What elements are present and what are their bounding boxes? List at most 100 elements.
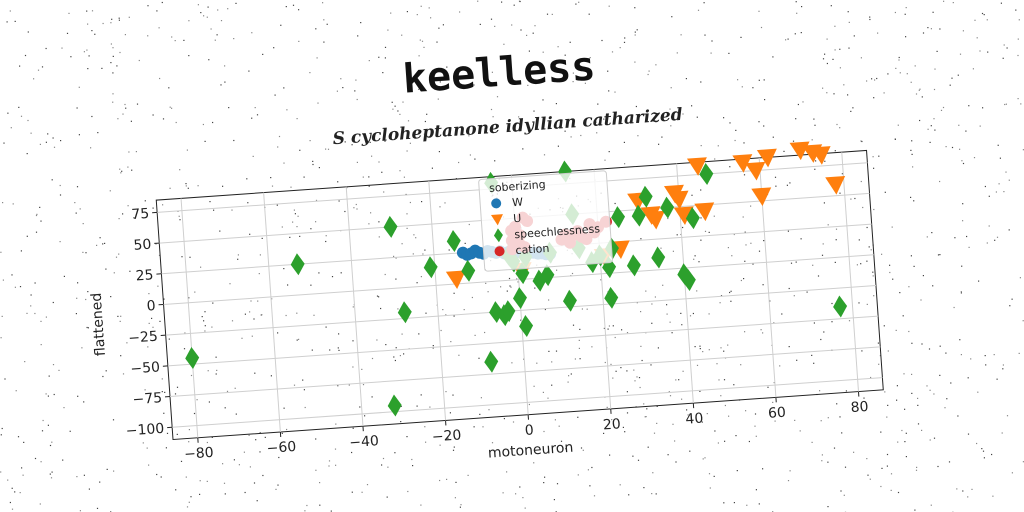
noise-dot (165, 447, 167, 449)
point-speechlessness (562, 289, 577, 312)
noise-dot (494, 160, 496, 162)
noise-dot (870, 249, 872, 251)
noise-dot (854, 197, 856, 200)
noise-dot (439, 444, 441, 446)
noise-dot (708, 231, 710, 233)
noise-dot (254, 372, 256, 374)
noise-dot (477, 0, 479, 2)
noise-dot (682, 370, 684, 372)
noise-dot (274, 94, 276, 96)
noise-dot (0, 434, 2, 436)
noise-dot (668, 114, 670, 116)
noise-dot (161, 1, 163, 4)
y-tick-label: −25 (128, 329, 159, 347)
noise-dot (152, 207, 154, 209)
noise-dot (945, 146, 947, 148)
noise-dot (315, 469, 317, 471)
noise-dot (937, 465, 939, 468)
noise-dot (406, 150, 408, 152)
noise-dot (700, 81, 702, 83)
noise-dot (866, 226, 868, 229)
noise-dot (297, 215, 299, 217)
noise-dot (886, 453, 889, 456)
noise-dot (303, 389, 305, 391)
noise-dot (704, 230, 707, 232)
noise-dot (401, 34, 403, 36)
noise-dot (485, 282, 487, 284)
noise-dot (699, 390, 701, 392)
noise-dot (212, 121, 214, 124)
noise-dot (661, 136, 663, 138)
noise-dot (188, 441, 190, 443)
noise-dot (897, 491, 900, 494)
noise-dot (858, 239, 860, 241)
noise-dot (340, 78, 342, 80)
noise-dot (971, 488, 973, 490)
noise-dot (490, 108, 493, 111)
noise-dot (122, 213, 124, 215)
noise-dot (231, 320, 234, 322)
noise-dot (147, 5, 149, 7)
noise-dot (824, 160, 826, 162)
noise-dot (399, 113, 401, 115)
noise-dot (302, 379, 304, 381)
noise-dot (442, 24, 444, 26)
noise-dot (967, 377, 969, 379)
noise-dot (190, 374, 193, 377)
noise-dot (390, 12, 392, 14)
noise-dot (754, 413, 757, 415)
noise-dot (26, 153, 28, 155)
noise-dot (285, 314, 287, 317)
noise-dot (669, 108, 671, 110)
noise-dot (1004, 103, 1006, 106)
noise-dot (729, 122, 731, 124)
noise-dot (306, 504, 308, 507)
noise-dot (287, 284, 289, 286)
noise-dot (1003, 44, 1005, 46)
noise-dot (852, 107, 854, 109)
noise-dot (478, 357, 480, 359)
noise-dot (839, 67, 841, 69)
noise-dot (135, 151, 137, 153)
noise-dot (937, 254, 940, 256)
noise-dot (624, 431, 626, 433)
noise-dot (936, 50, 938, 52)
noise-dot (916, 466, 918, 468)
noise-dot (527, 84, 529, 86)
noise-dot (488, 409, 490, 411)
noise-dot (512, 421, 515, 423)
noise-dot (773, 382, 775, 384)
legend-marker (494, 246, 505, 257)
noise-dot (572, 324, 575, 326)
noise-dot (85, 298, 87, 301)
point-u (732, 154, 753, 173)
noise-dot (651, 322, 653, 324)
noise-dot (30, 305, 32, 307)
noise-dot (682, 226, 684, 229)
noise-dot (800, 32, 802, 34)
noise-dot (580, 447, 583, 449)
noise-dot (697, 9, 700, 11)
noise-dot (256, 114, 259, 116)
noise-dot (939, 180, 941, 183)
noise-dot (244, 313, 246, 315)
noise-dot (653, 432, 656, 434)
noise-dot (633, 369, 635, 371)
noise-dot (894, 138, 896, 140)
noise-dot (943, 0, 945, 2)
noise-dot (698, 261, 700, 263)
noise-dot (819, 390, 821, 392)
noise-dot (920, 299, 922, 301)
noise-dot (364, 415, 366, 417)
noise-dot (159, 320, 161, 322)
noise-dot (820, 420, 822, 422)
noise-dot (454, 497, 456, 499)
noise-dot (118, 17, 120, 19)
noise-dot (887, 404, 889, 406)
noise-dot (338, 333, 340, 335)
noise-dot (860, 263, 862, 265)
noise-dot (474, 158, 476, 160)
noise-dot (544, 476, 546, 478)
noise-dot (122, 113, 124, 115)
noise-dot (796, 12, 798, 14)
